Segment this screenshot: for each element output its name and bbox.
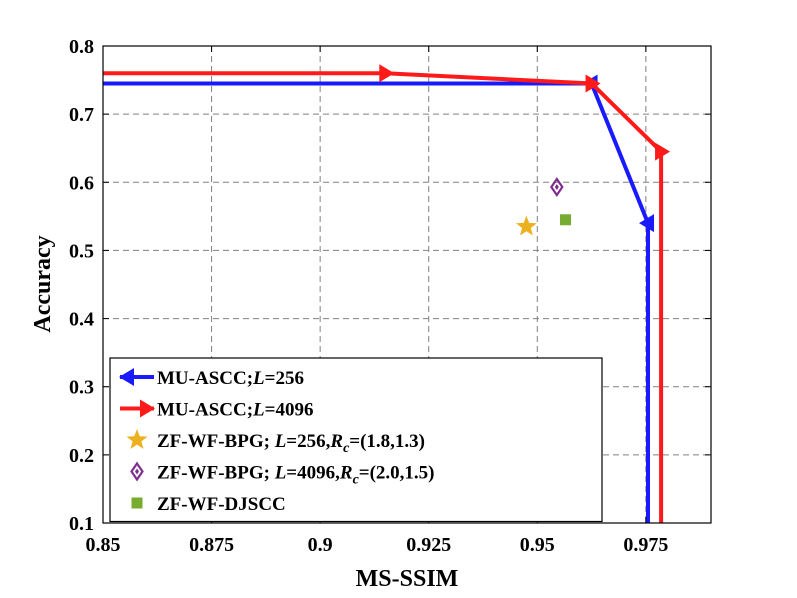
- plot-frame: [102, 45, 712, 524]
- legend-label: ZF-WF-BPG; L=256,Rc=(1.8,1.3): [157, 431, 425, 456]
- legend-label: MU-ASCC;L=4096: [157, 400, 313, 421]
- triangle-left-marker: [639, 214, 655, 233]
- y-tick-label: 0.2: [69, 445, 94, 467]
- series-mu-ascc-l-4096: [103, 64, 671, 523]
- legend-entry: MU-ASCC;L=256: [119, 368, 304, 389]
- diamond-marker: [130, 461, 144, 482]
- legend-label: MU-ASCC;L=256: [157, 368, 304, 389]
- y-tick-label: 0.1: [69, 513, 94, 535]
- triangle-right-marker: [655, 142, 671, 161]
- star-marker: [126, 429, 148, 449]
- legend-label: ZF-WF-BPG; L=4096,Rc=(2.0,1.5): [157, 463, 435, 488]
- series-zf-wf-bpg-l-256-rc-1-8-1-3-: [516, 215, 537, 236]
- triangle-right-marker: [140, 399, 155, 418]
- x-tick-label: 0.85: [86, 534, 121, 556]
- star-marker: [516, 215, 537, 236]
- x-tick-label: 0.9: [308, 534, 333, 556]
- diamond-marker: [549, 177, 564, 197]
- x-tick-label: 0.975: [623, 534, 668, 556]
- y-tick-label: 0.4: [69, 309, 94, 331]
- y-tick-label: 0.5: [69, 240, 94, 262]
- triangle-right-marker: [379, 64, 395, 83]
- x-axis-label: MS-SSIM: [356, 566, 459, 592]
- y-tick-label: 0.3: [69, 377, 94, 399]
- series-layer: [103, 64, 671, 523]
- legend: MU-ASCC;L=256 MU-ASCC;L=4096 ZF-WF-BPG; L=…: [109, 357, 603, 523]
- square-marker: [131, 497, 143, 509]
- y-axis-label: Accuracy: [30, 235, 56, 332]
- triangle-left-marker: [119, 368, 134, 386]
- legend-entry: ZF-WF-BPG; L=4096,Rc=(2.0,1.5): [130, 461, 435, 488]
- legend-entry: ZF-WF-BPG; L=256,Rc=(1.8,1.3): [126, 429, 425, 456]
- y-tick-label: 0.8: [69, 36, 94, 58]
- x-tick-label: 0.95: [520, 534, 555, 556]
- x-tick-label: 0.875: [189, 534, 234, 556]
- legend-entry: MU-ASCC;L=4096: [120, 399, 313, 421]
- legend-entry: ZF-WF-DJSCC: [131, 494, 286, 515]
- series-zf-wf-bpg-l-4096-rc-2-0-1-5-: [549, 177, 564, 197]
- triangle-right-marker: [585, 74, 601, 93]
- y-tick-label: 0.7: [69, 104, 94, 126]
- legend-label: ZF-WF-DJSCC: [157, 494, 286, 515]
- legend-box: [109, 357, 603, 523]
- series-zf-wf-djscc: [560, 214, 572, 226]
- y-tick-label: 0.6: [69, 172, 94, 194]
- series-line: [103, 81, 650, 523]
- x-tick-label: 0.925: [406, 534, 451, 556]
- square-marker: [560, 214, 572, 226]
